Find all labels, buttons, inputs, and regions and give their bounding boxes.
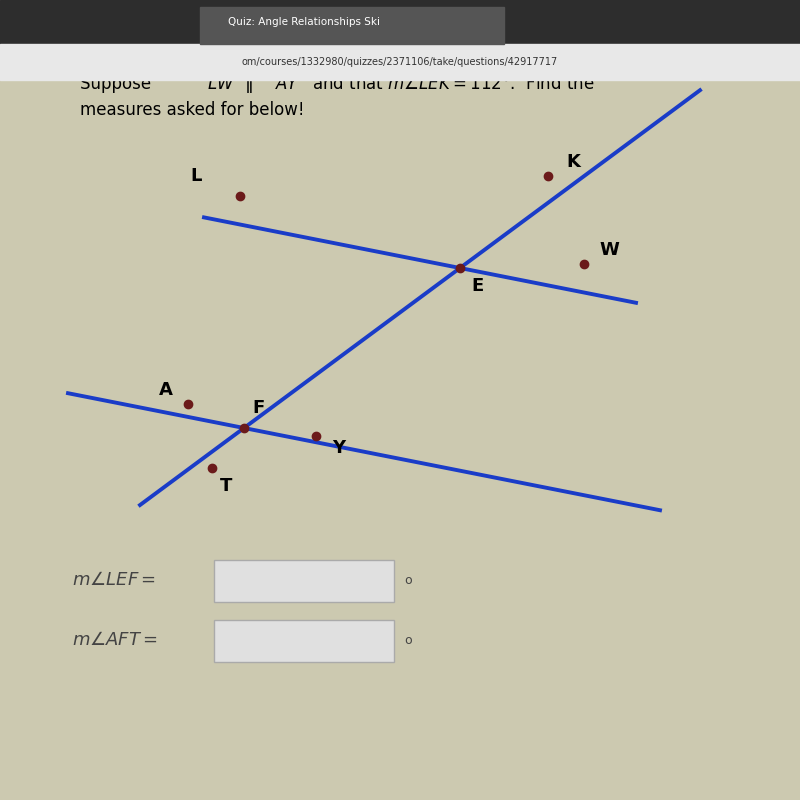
Text: A: A [158, 381, 173, 398]
Text: F: F [252, 399, 265, 417]
Text: $m\angle LEF =$: $m\angle LEF =$ [72, 571, 156, 589]
Bar [0, 44, 800, 80]
Text: Quiz: Angle Relationships Ski: Quiz: Angle Relationships Ski [228, 17, 380, 27]
Bar [200, 6, 504, 44]
Bar [0, 80, 800, 800]
FancyBboxPatch shape [214, 620, 394, 662]
Text: o: o [404, 574, 412, 586]
Text: $\|$: $\|$ [244, 73, 253, 95]
Text: T: T [220, 477, 233, 494]
Text: L: L [190, 167, 202, 185]
Text: $\overleftrightarrow{AY}$: $\overleftrightarrow{AY}$ [264, 75, 300, 93]
Text: and that $m\angle LEK = 112°$.  Find the: and that $m\angle LEK = 112°$. Find the [312, 75, 594, 93]
Text: o: o [404, 634, 412, 646]
Bar [0, 0, 800, 44]
Text: $m\angle AFT =$: $m\angle AFT =$ [72, 631, 158, 649]
Text: K: K [566, 153, 581, 170]
Text: om/courses/1332980/quizzes/2371106/take/questions/42917717: om/courses/1332980/quizzes/2371106/take/… [242, 57, 558, 67]
Text: Y: Y [332, 439, 345, 457]
FancyBboxPatch shape [214, 560, 394, 602]
Text: Suppose: Suppose [80, 75, 156, 93]
Bar [48, 88, 784, 696]
Text: measures asked for below!: measures asked for below! [80, 102, 305, 119]
Text: E: E [471, 277, 484, 294]
Text: W: W [600, 241, 619, 258]
Text: $\overleftrightarrow{LW}$: $\overleftrightarrow{LW}$ [196, 75, 235, 93]
